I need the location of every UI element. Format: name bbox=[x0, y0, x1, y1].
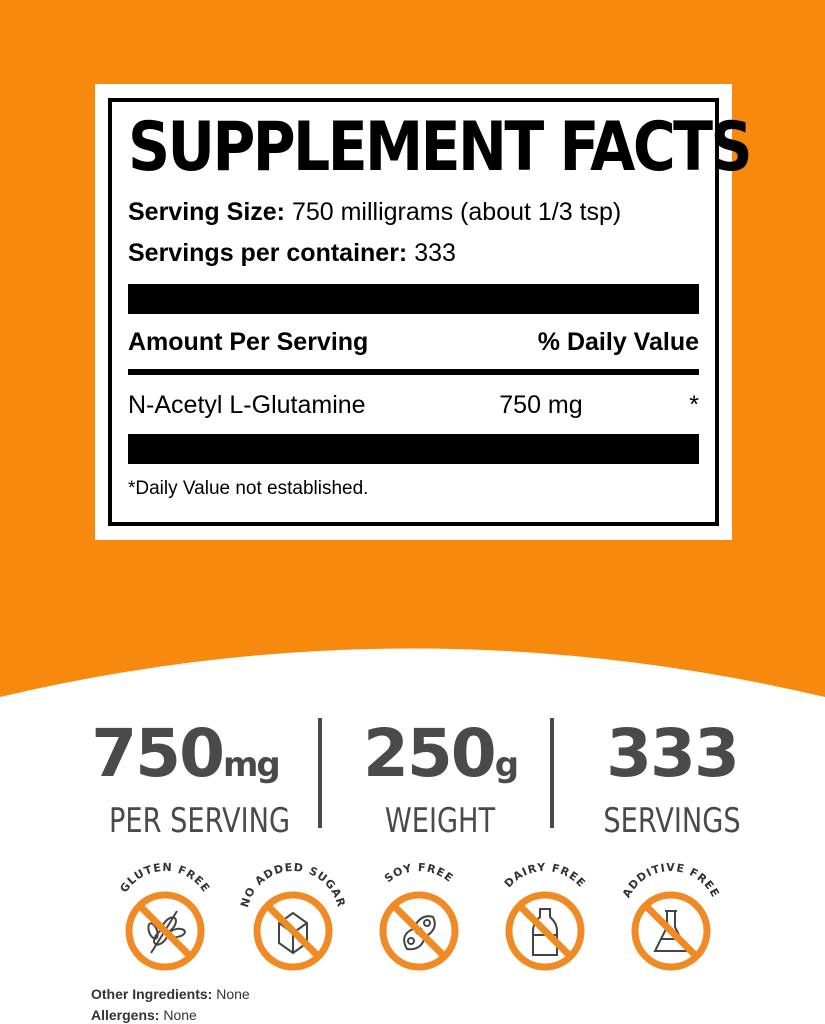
stat-weight: 250g WEIGHT bbox=[345, 715, 535, 842]
servings-value: 333 bbox=[414, 239, 456, 267]
other-ingredients-value: None bbox=[216, 986, 250, 1002]
stat-unit: g bbox=[494, 745, 519, 785]
amount-header: Amount Per Serving bbox=[128, 328, 369, 356]
stat-divider bbox=[318, 718, 322, 828]
prohibited-icon bbox=[125, 891, 205, 971]
prohibited-icon bbox=[505, 891, 585, 971]
stat-unit: mg bbox=[223, 745, 281, 785]
supplement-facts-label: SUPPLEMENT FACTS Serving Size: 750 milli… bbox=[95, 84, 753, 540]
ingredient-amount: 750 mg bbox=[499, 391, 583, 419]
allergens-label: Allergens: bbox=[91, 1007, 160, 1023]
allergens-value: None bbox=[163, 1007, 197, 1023]
stat-value: 333 bbox=[606, 715, 740, 792]
badge-gluten-free: GLUTEN FREE bbox=[110, 861, 220, 972]
stat-divider bbox=[550, 718, 554, 828]
stat-label: SERVINGS bbox=[603, 801, 741, 841]
badge-text: DAIRY FREE bbox=[502, 862, 589, 890]
footnote: *Daily Value not established. bbox=[128, 478, 369, 499]
badge-text: SOY FREE bbox=[382, 862, 456, 885]
prohibited-icon bbox=[631, 891, 711, 971]
badge-dairy-free: DAIRY FREE bbox=[490, 861, 600, 972]
stat-label: PER SERVING bbox=[109, 801, 291, 841]
stat-value: 750 bbox=[91, 715, 225, 792]
badge-no-added-sugar: NO ADDED SUGAR bbox=[238, 861, 348, 972]
badge-text: NO ADDED SUGAR bbox=[238, 862, 348, 909]
stat-value: 250 bbox=[362, 715, 497, 792]
ingredient-dv: * bbox=[689, 391, 699, 419]
stat-servings: 333 SERVINGS bbox=[577, 715, 767, 842]
dv-header: % Daily Value bbox=[537, 328, 699, 356]
stat-label: WEIGHT bbox=[384, 801, 496, 841]
ingredient-row: N-Acetyl L-Glutamine 750 mg * bbox=[128, 375, 699, 434]
ingredient-name: N-Acetyl L-Glutamine bbox=[128, 391, 366, 419]
serving-size-label: Serving Size: bbox=[128, 198, 285, 226]
allergens: Allergens: None bbox=[91, 1007, 197, 1023]
badge-soy-free: SOY FREE bbox=[364, 861, 474, 972]
other-ingredients-label: Other Ingredients: bbox=[91, 986, 213, 1002]
prohibited-icon bbox=[253, 891, 333, 971]
badge-text: GLUTEN FREE bbox=[117, 862, 212, 895]
servings-label: Servings per container: bbox=[128, 239, 408, 267]
badge-additive-free: ADDITIVE FREE bbox=[616, 861, 726, 972]
divider-bar bbox=[128, 284, 699, 314]
stat-per-serving: 750mg PER SERVING bbox=[90, 715, 291, 842]
divider-bar bbox=[128, 434, 699, 464]
other-ingredients: Other Ingredients: None bbox=[91, 986, 250, 1002]
serving-size-value: 750 milligrams (about 1/3 tsp) bbox=[291, 198, 622, 226]
prohibited-icon bbox=[379, 891, 459, 971]
label-title: SUPPLEMENT FACTS bbox=[128, 108, 753, 187]
